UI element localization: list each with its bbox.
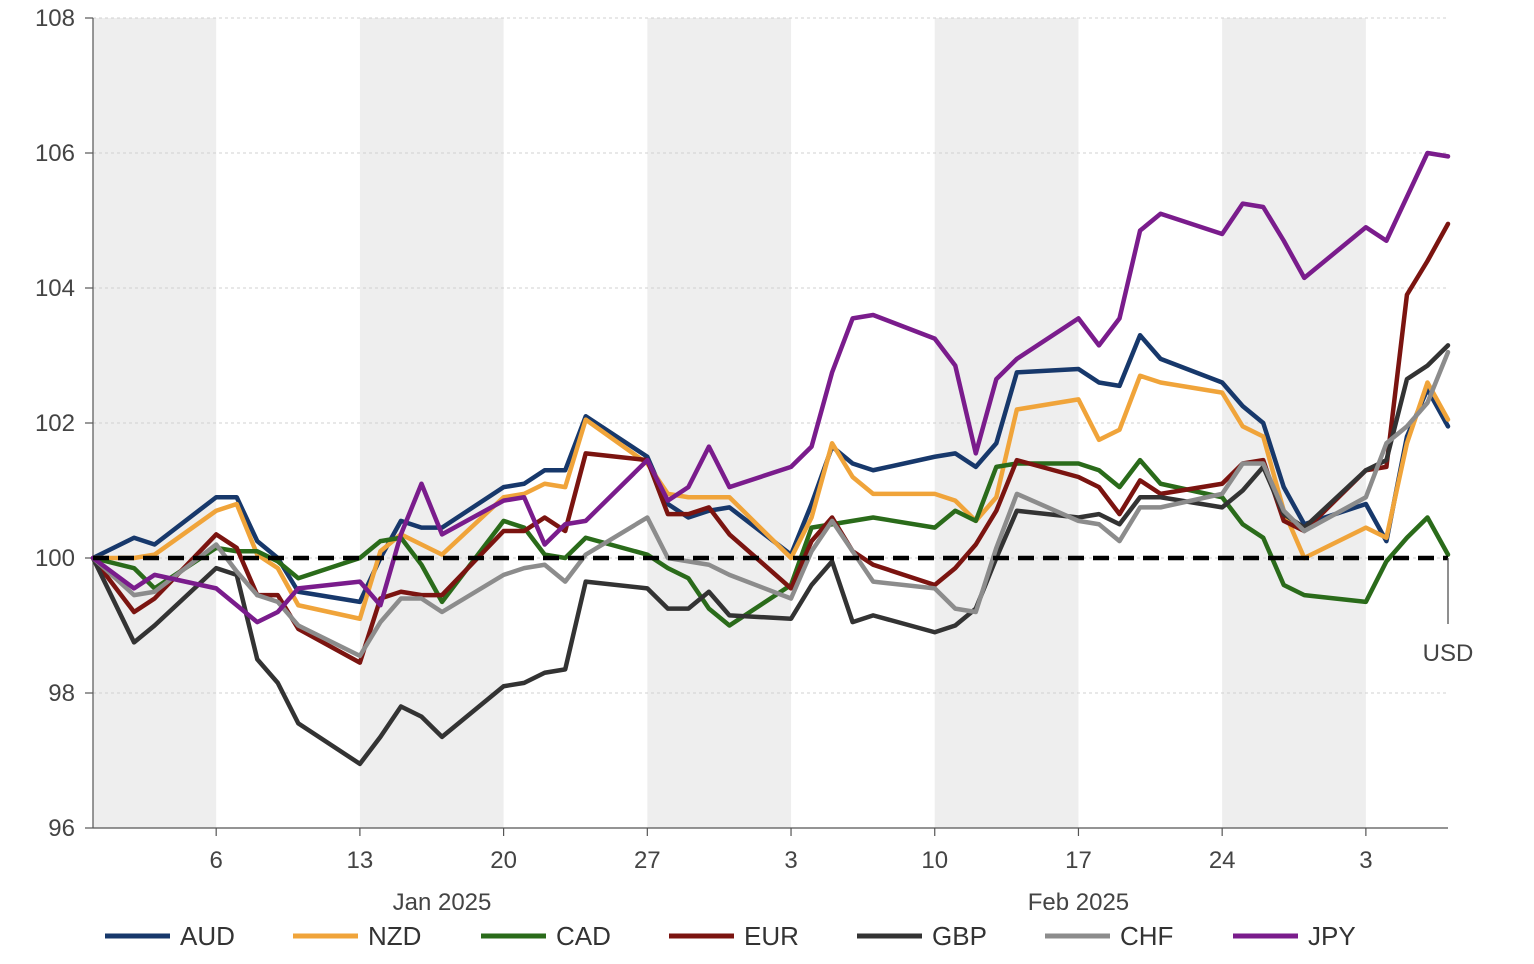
axes: 96 98 100 102 104 106 108 6 13 20 27 3 10 17 24 3 Jan 20… [35,5,1448,916]
legend-label-aud: AUD [180,921,235,951]
x-tick-label: 17 [1065,847,1092,874]
series-line-aud [90,333,1451,605]
legend-label-jpy: JPY [1308,921,1356,951]
x-tick-label: 6 [210,847,223,874]
y-tick-label: 108 [35,5,75,32]
x-tick-label: 3 [784,847,797,874]
y-tick-label: 102 [35,410,75,437]
legend-label-gbp: GBP [932,921,987,951]
series-line-gbp [90,343,1451,767]
x-tick-label: 24 [1209,847,1236,874]
y-tick-label: 96 [48,815,75,842]
legend-label-cad: CAD [556,921,611,951]
reference-line-label: USD [1423,640,1474,667]
legend-label-chf: CHF [1120,921,1173,951]
x-tick-label: 13 [347,847,374,874]
legend: AUD NZD CAD EUR GBP CHF JPY [105,921,1356,951]
y-tick-label: 106 [35,140,75,167]
month-label: Jan 2025 [393,889,492,916]
y-tick-label: 98 [48,680,75,707]
legend-label-nzd: NZD [368,921,421,951]
series-line-nzd [90,373,1451,621]
x-tick-label: 10 [921,847,948,874]
y-tick-label: 100 [35,545,75,572]
y-tick-label: 104 [35,275,75,302]
series-line-jpy [90,150,1451,625]
series-line-chf [90,349,1451,659]
legend-label-eur: EUR [744,921,799,951]
usd-reference-line: USD [93,555,1474,667]
x-tick-label: 3 [1359,847,1372,874]
x-tick-label: 20 [490,847,517,874]
x-tick-label: 27 [634,847,661,874]
month-label: Feb 2025 [1028,889,1129,916]
